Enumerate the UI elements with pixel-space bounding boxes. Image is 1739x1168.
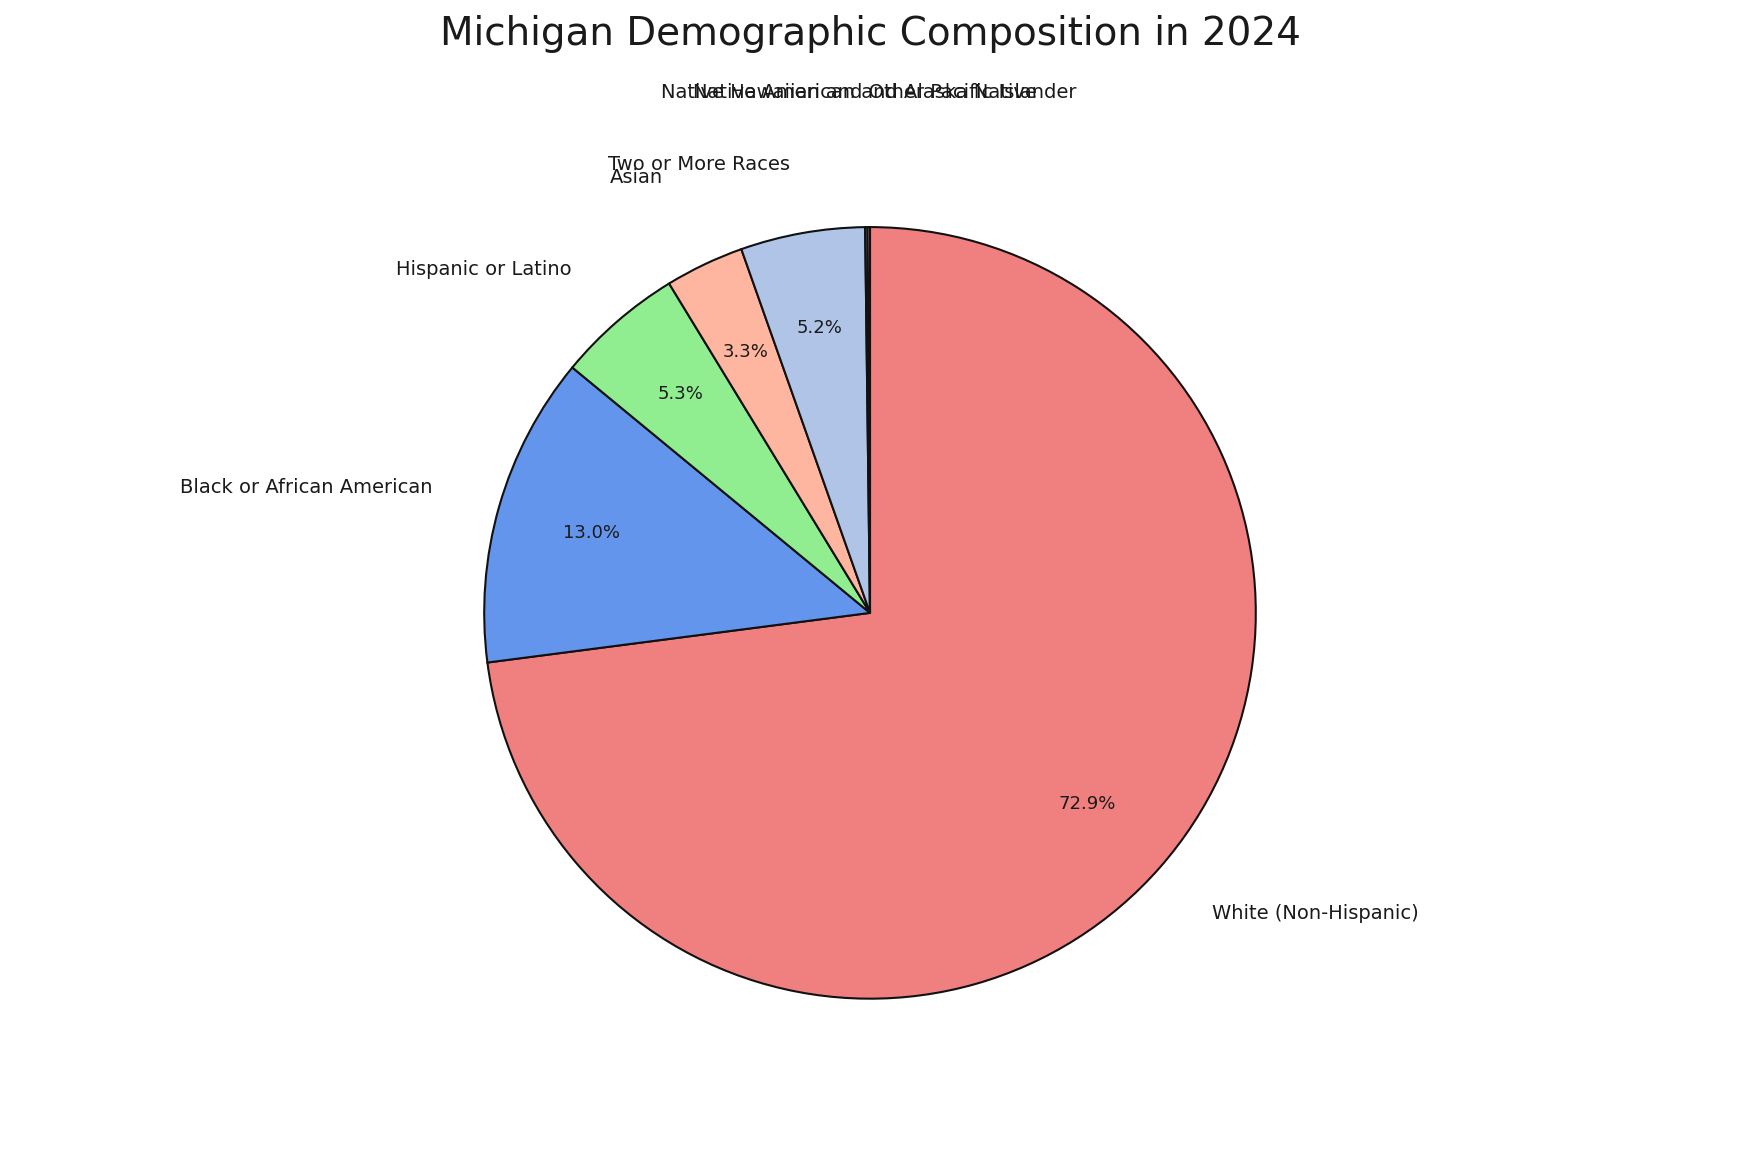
Wedge shape	[670, 249, 870, 613]
Text: Asian: Asian	[609, 168, 663, 187]
Text: 3.3%: 3.3%	[722, 342, 769, 361]
Text: Hispanic or Latino: Hispanic or Latino	[396, 259, 572, 278]
Text: Two or More Races: Two or More Races	[609, 155, 790, 174]
Wedge shape	[741, 227, 870, 613]
Wedge shape	[868, 227, 870, 613]
Text: 13.0%: 13.0%	[563, 524, 621, 542]
Wedge shape	[483, 368, 870, 662]
Text: 5.2%: 5.2%	[796, 319, 842, 338]
Text: White (Non-Hispanic): White (Non-Hispanic)	[1212, 904, 1417, 923]
Title: Michigan Demographic Composition in 2024: Michigan Demographic Composition in 2024	[440, 15, 1299, 53]
Wedge shape	[864, 227, 870, 613]
Wedge shape	[487, 227, 1256, 999]
Text: Native Hawaiian and Other Pacific Islander: Native Hawaiian and Other Pacific Island…	[661, 83, 1075, 102]
Text: Black or African American: Black or African American	[179, 478, 433, 496]
Text: Native American and Alaska Native: Native American and Alaska Native	[692, 83, 1036, 102]
Wedge shape	[572, 284, 870, 613]
Text: 72.9%: 72.9%	[1057, 795, 1115, 813]
Text: 5.3%: 5.3%	[657, 385, 703, 403]
